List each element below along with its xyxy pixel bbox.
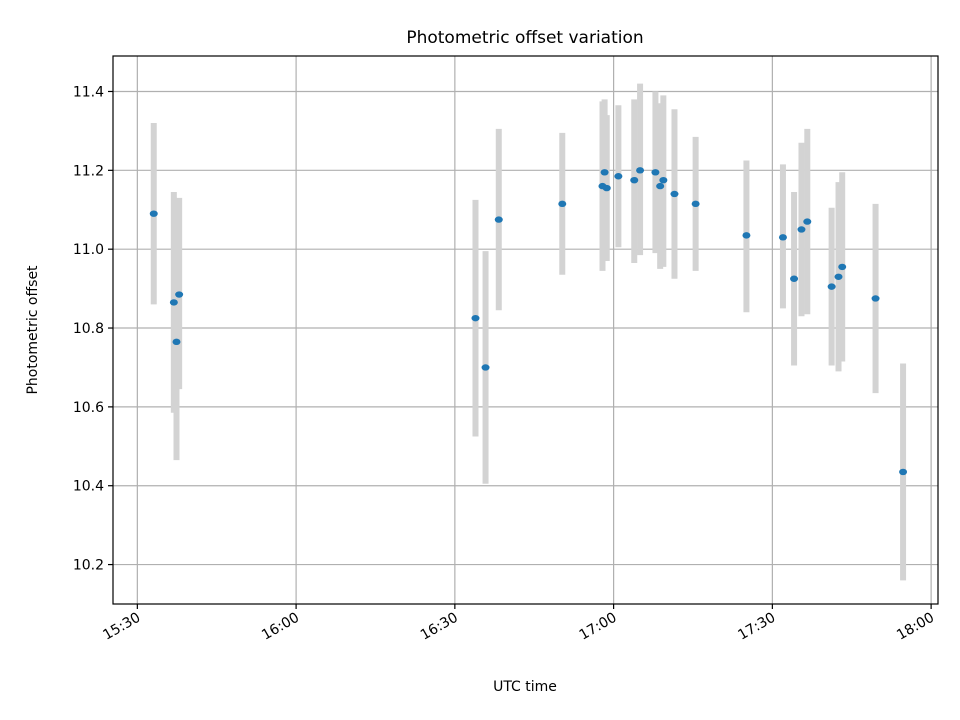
y-tick-label: 10.6	[73, 400, 104, 416]
y-tick-label: 11.4	[73, 84, 104, 100]
data-point	[838, 263, 847, 271]
data-point	[175, 291, 184, 298]
data-point	[827, 283, 836, 290]
error-bars	[150, 83, 907, 581]
data-point	[636, 167, 645, 174]
data-point	[659, 176, 668, 184]
data-point	[803, 218, 812, 225]
data-point	[691, 200, 700, 208]
grid-lines	[113, 56, 938, 604]
data-point	[471, 314, 480, 322]
data-point	[899, 468, 908, 476]
data-point	[600, 169, 609, 176]
data-point	[871, 295, 880, 302]
data-point	[834, 273, 843, 280]
plot-frame	[112, 55, 939, 605]
data-point	[797, 226, 806, 233]
y-tick-label: 10.2	[73, 558, 104, 574]
data-points	[149, 167, 908, 476]
data-point	[778, 234, 787, 241]
y-axis-label: Photometric offset	[25, 265, 41, 395]
data-point	[558, 200, 567, 208]
data-point	[149, 210, 158, 217]
data-point	[656, 182, 665, 190]
y-tick-label: 10.8	[73, 321, 104, 337]
data-point	[630, 176, 639, 184]
x-tick-label: 16:00	[259, 610, 302, 644]
x-tick-label: 17:00	[577, 610, 620, 644]
data-point	[651, 169, 660, 176]
x-tick-label: 16:30	[418, 610, 461, 644]
data-point	[481, 364, 490, 371]
data-point	[790, 275, 799, 282]
chart-title: Photometric offset variation	[406, 28, 643, 48]
data-point	[494, 216, 503, 223]
y-tick-label: 10.4	[73, 479, 104, 495]
x-tick-label: 18:00	[894, 610, 937, 644]
data-point	[742, 232, 751, 239]
x-tick-label: 17:30	[735, 610, 778, 644]
y-tick-label: 11.2	[73, 163, 104, 179]
data-point	[602, 184, 611, 192]
data-point	[169, 299, 178, 306]
data-point	[614, 173, 623, 180]
x-axis-ticks: 15:30 16:00 16:30 17:00 17:30 18:00	[100, 604, 937, 644]
x-axis-label: UTC time	[493, 679, 557, 695]
y-axis-ticks: 10.2 10.4 10.6 10.8 11.0 11.2 11.4	[73, 84, 113, 574]
data-point	[172, 338, 181, 346]
y-tick-label: 11.0	[73, 242, 104, 258]
x-tick-label: 15:30	[100, 610, 143, 644]
data-point	[670, 190, 679, 198]
